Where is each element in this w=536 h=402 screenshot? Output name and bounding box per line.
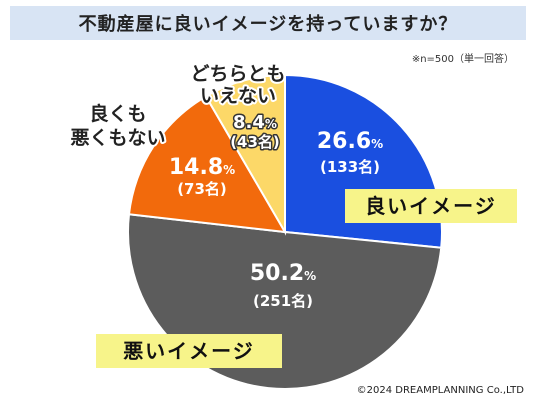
slice-count-2: (251名) <box>253 292 313 310</box>
title-bar: 不動産屋に良いイメージを持っていますか？ <box>10 6 526 40</box>
pie-slice-3 <box>127 94 287 234</box>
slice-count-4: (43名) <box>230 133 280 151</box>
slice-label-1: 良いイメージ <box>365 194 497 218</box>
slice-label-4-line-1: どちらとも <box>190 63 285 85</box>
slice-count-1: (133名) <box>320 158 380 176</box>
copyright-text: ©2024 DREAMPLANNING Co.,LTD <box>356 385 524 396</box>
slice-value-3: 14.8% <box>169 155 235 180</box>
slice-label-2: 悪いイメージ <box>123 339 255 363</box>
slice-count-3: (73名) <box>177 180 227 198</box>
slice-label-3-line-1: 良くも <box>89 102 146 125</box>
pie-slice-4 <box>204 73 286 236</box>
sample-note: ※n=500（単一回答） <box>411 54 514 65</box>
slice-label-4-line-2: いえない <box>200 85 276 107</box>
slice-value-1: 26.6% <box>317 129 383 154</box>
slice-value-4: 8.4% <box>233 112 277 133</box>
slice-label-3-line-2: 悪くもない <box>70 127 165 149</box>
chart-title: 不動産屋に良いイメージを持っていますか？ <box>78 14 458 35</box>
slice-value-2: 50.2% <box>250 261 316 286</box>
callout-box-2 <box>96 334 282 368</box>
callout-box-1 <box>345 189 517 223</box>
